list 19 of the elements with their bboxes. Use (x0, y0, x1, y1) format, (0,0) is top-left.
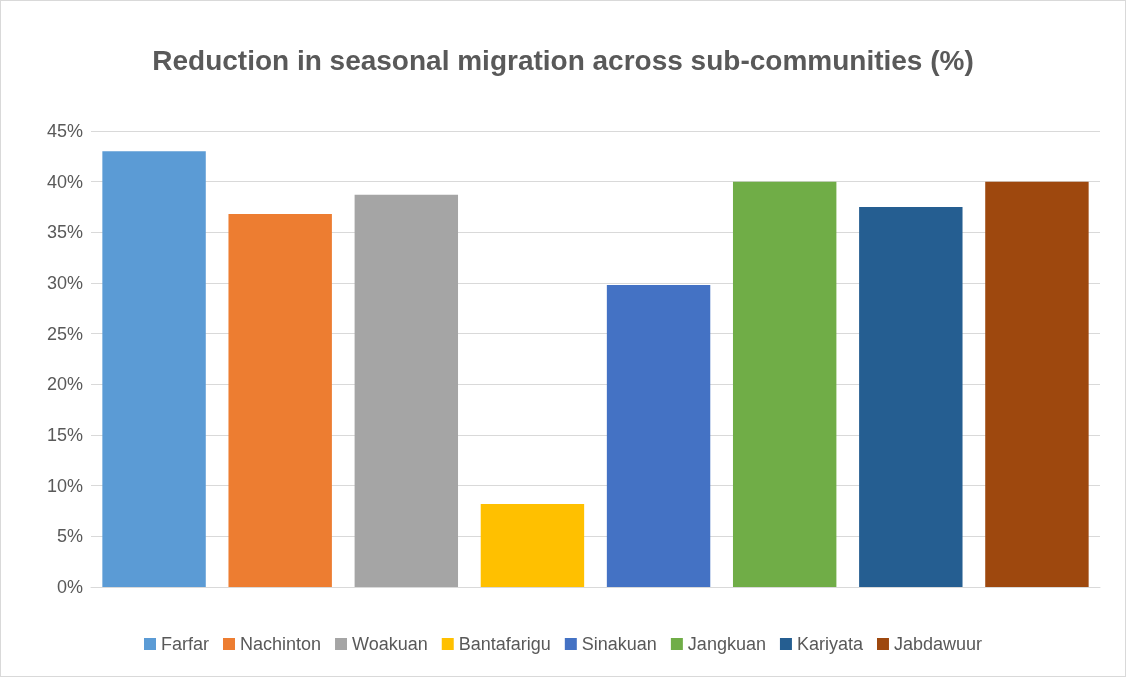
y-tick-label: 40% (46, 171, 83, 192)
legend-label: Kariyata (796, 634, 864, 654)
y-tick-label: 45% (46, 121, 83, 141)
legend-label: Farfar (160, 634, 209, 654)
y-tick-label: 35% (46, 222, 83, 243)
y-tick-label: 15% (46, 425, 83, 445)
y-tick-label: 5% (56, 526, 83, 547)
y-tick-label: 10% (46, 475, 83, 496)
legend-label: Woakuan (352, 634, 428, 654)
legend-label: Jangkuan (687, 634, 766, 654)
legend-label: Sinakuan (581, 634, 657, 654)
chart-title: Reduction in seasonal migration across sub-communities (%) (152, 44, 974, 76)
legend-label: Bantafarigu (458, 634, 551, 654)
y-tick-label: 25% (46, 323, 83, 344)
y-tick-label: 20% (46, 374, 83, 395)
legend-label: Nachinton (239, 634, 322, 654)
y-tick-label: 0% (56, 577, 83, 597)
y-tick-label: 30% (46, 273, 83, 293)
legend-label: Jabdawuur (893, 634, 983, 654)
